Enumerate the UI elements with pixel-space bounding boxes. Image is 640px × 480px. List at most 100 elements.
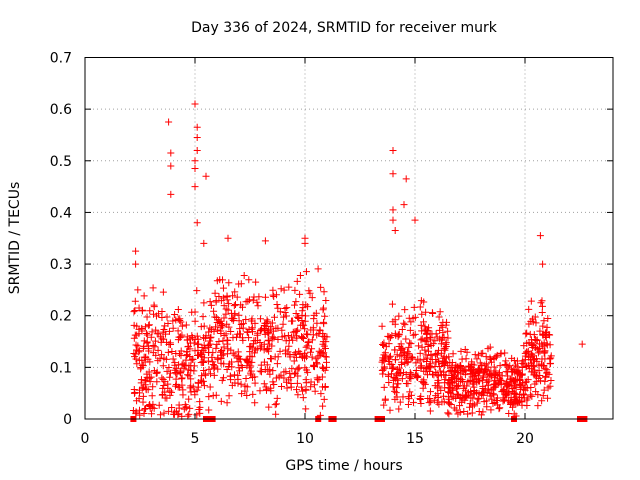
data-point (160, 335, 168, 343)
data-point (200, 239, 208, 247)
data-point (291, 286, 299, 294)
data-point (382, 343, 390, 351)
data-point (504, 372, 512, 380)
data-point (417, 363, 425, 371)
data-point (468, 364, 476, 372)
data-point (278, 326, 286, 334)
data-point (159, 384, 167, 392)
data-point (456, 377, 464, 385)
data-point (270, 334, 278, 342)
data-point (181, 401, 189, 409)
data-point (287, 379, 295, 387)
data-point (246, 348, 254, 356)
data-point (231, 310, 239, 318)
data-point (281, 350, 289, 358)
data-point (320, 288, 328, 296)
data-point (406, 339, 414, 347)
data-point (146, 307, 154, 315)
data-point (244, 359, 252, 367)
data-point (209, 361, 217, 369)
data-point (223, 336, 231, 344)
data-point (504, 389, 512, 397)
data-point (302, 330, 310, 338)
data-point (280, 313, 288, 321)
data-point (312, 355, 320, 363)
data-point (283, 304, 291, 312)
data-point (316, 326, 324, 334)
data-point (256, 387, 264, 395)
data-point (463, 348, 471, 356)
data-point (212, 323, 220, 331)
data-point (205, 393, 213, 401)
data-point (473, 389, 481, 397)
data-point (478, 376, 486, 384)
data-point (388, 300, 396, 308)
data-point (156, 411, 164, 419)
data-point (426, 334, 434, 342)
data-point (516, 375, 524, 383)
data-point (198, 372, 206, 380)
data-point (528, 392, 536, 400)
data-point (389, 206, 397, 214)
data-point (547, 376, 555, 384)
data-point (431, 382, 439, 390)
data-point (534, 391, 542, 399)
data-point (437, 340, 445, 348)
data-point (215, 292, 223, 300)
data-point (163, 367, 171, 375)
data-point (167, 340, 175, 348)
data-point (309, 324, 317, 332)
data-point (154, 346, 162, 354)
data-point (453, 391, 461, 399)
data-point (412, 359, 420, 367)
data-point (252, 278, 260, 286)
data-point (225, 279, 233, 287)
data-point (407, 318, 415, 326)
data-point (210, 307, 218, 315)
data-point (267, 384, 275, 392)
y-tick-label: 0.1 (50, 360, 72, 376)
data-point (400, 369, 408, 377)
data-point (160, 409, 168, 417)
data-point (446, 359, 454, 367)
data-point (197, 323, 205, 331)
data-point (401, 306, 409, 314)
data-point (501, 349, 509, 357)
data-point (160, 382, 168, 390)
data-point (166, 373, 174, 381)
data-point (136, 411, 144, 419)
data-point (475, 377, 483, 385)
data-point (298, 307, 306, 315)
data-point (167, 190, 175, 198)
data-point (418, 343, 426, 351)
data-point (304, 339, 312, 347)
data-point (177, 367, 185, 375)
data-point (530, 331, 538, 339)
data-point (139, 344, 147, 352)
data-point (470, 380, 478, 388)
data-point (452, 375, 460, 383)
data-point (199, 347, 207, 355)
data-point (191, 165, 199, 173)
data-point (380, 364, 388, 372)
data-point (212, 344, 220, 352)
data-point (435, 400, 443, 408)
data-point (153, 330, 161, 338)
data-point (217, 354, 225, 362)
data-point (524, 347, 532, 355)
data-point (536, 344, 544, 352)
data-point (284, 332, 292, 340)
data-point (531, 313, 539, 321)
data-point (132, 341, 140, 349)
data-point (407, 340, 415, 348)
data-point (391, 395, 399, 403)
data-point (274, 336, 282, 344)
data-point (206, 298, 214, 306)
data-point (298, 333, 306, 341)
data-point (162, 330, 170, 338)
data-point (398, 375, 406, 383)
data-point (294, 326, 302, 334)
data-point (380, 401, 388, 409)
data-point (272, 410, 280, 418)
data-point (291, 349, 299, 357)
